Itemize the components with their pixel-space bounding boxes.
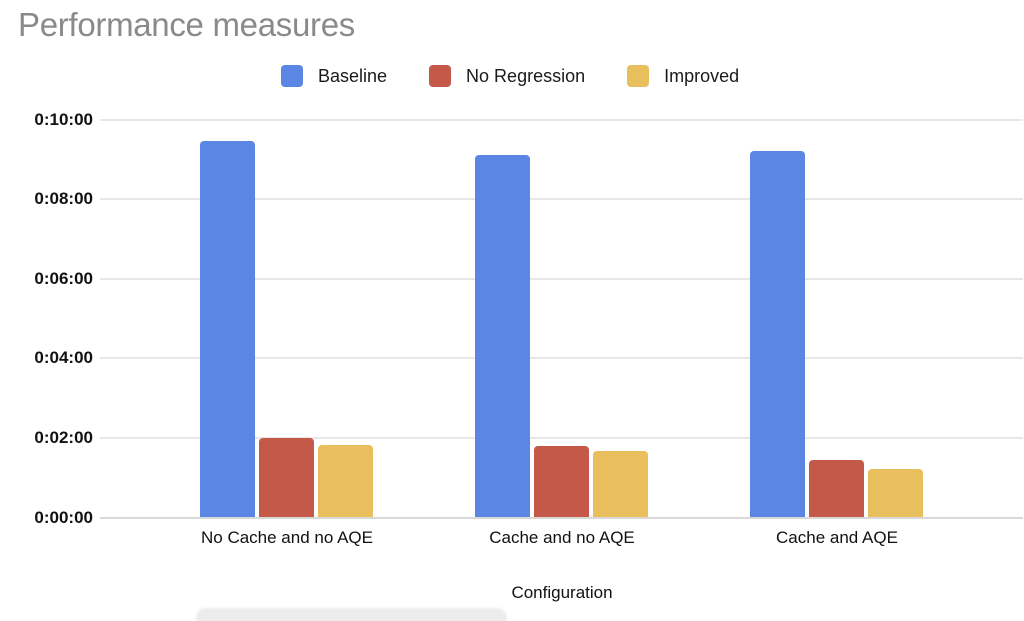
bar-cache-and-no-aqe-no-regression (534, 445, 589, 518)
x-axis-baseline (100, 516, 1023, 519)
chart-legend: Baseline No Regression Improved (281, 65, 739, 87)
y-tick-label-0-06-00: 0:06:00 (34, 268, 93, 288)
legend-item-no-regression: No Regression (429, 65, 585, 87)
bar-cache-and-aqe-baseline (750, 151, 805, 518)
gridline-0-06-00 (100, 277, 1023, 280)
bar-cache-and-aqe-no-regression (809, 459, 864, 518)
gridline-0-10-00 (100, 118, 1023, 121)
bar-cache-and-no-aqe-improved (593, 451, 648, 518)
bar-cache-and-aqe-improved (868, 469, 923, 518)
y-tick-label-0-00-00: 0:00:00 (34, 507, 93, 527)
y-tick-label-0-10-00: 0:10:00 (34, 109, 93, 129)
y-tick-label-0-02-00: 0:02:00 (34, 427, 93, 447)
legend-swatch-no-regression-icon (429, 65, 452, 87)
y-tick-label-0-04-00: 0:04:00 (34, 348, 93, 368)
gridline-0-04-00 (100, 357, 1023, 360)
chart-title: Performance measures (18, 6, 355, 43)
x-tick-label-cache-and-aqe: Cache and AQE (776, 528, 898, 547)
legend-label-no-regression: No Regression (466, 65, 586, 86)
bar-no-cache-and-no-aqe-no-regression (259, 437, 314, 518)
y-tick-label-0-08-00: 0:08:00 (34, 189, 93, 209)
legend-swatch-baseline-icon (281, 65, 303, 87)
bar-no-cache-and-no-aqe-improved (318, 444, 373, 518)
x-tick-label-cache-and-no-aqe: Cache and no AQE (489, 528, 635, 547)
x-tick-label-no-cache-and-no-aqe: No Cache and no AQE (200, 528, 373, 547)
legend-item-baseline: Baseline (281, 65, 387, 87)
scrollbar-thumb[interactable] (196, 608, 507, 621)
gridline-0-08-00 (100, 198, 1023, 201)
legend-label-improved: Improved (664, 65, 740, 86)
x-axis-title: Configuration (511, 583, 613, 602)
bar-no-cache-and-no-aqe-baseline (200, 140, 255, 518)
legend-item-improved: Improved (627, 65, 739, 87)
legend-swatch-improved-icon (627, 65, 650, 87)
gridline-0-02-00 (100, 436, 1023, 439)
legend-label-baseline: Baseline (318, 65, 388, 86)
bar-cache-and-no-aqe-baseline (475, 154, 530, 518)
